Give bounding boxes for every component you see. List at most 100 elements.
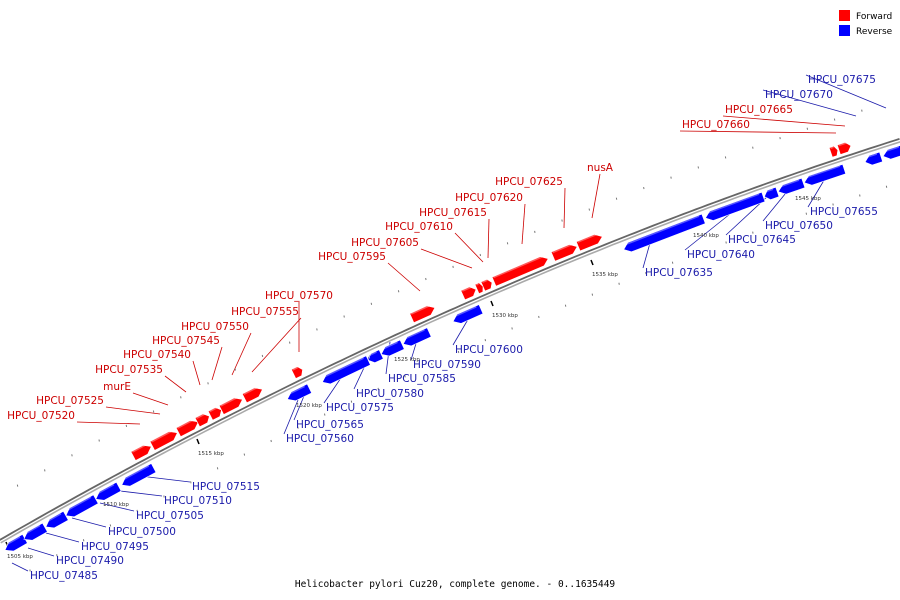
gene-label-hpcu_07660[interactable]: HPCU_07660 — [682, 119, 750, 131]
gene-hpcu_07655-arrow[interactable] — [803, 163, 847, 186]
gene-arrow-highlight — [763, 188, 774, 194]
gene-arrow-highlight — [120, 465, 150, 482]
legend-swatch-forward — [839, 10, 850, 21]
gene-hpcu_07605-arrow[interactable] — [460, 286, 477, 301]
gene-hpcu_07625-arrow[interactable] — [550, 244, 578, 262]
gene-arrow-highlight — [132, 443, 147, 453]
gene-arrow-highlight — [803, 165, 841, 180]
gene-label-hpcu_07655[interactable]: HPCU_07655 — [810, 206, 878, 218]
gene-label-mure[interactable]: murE — [103, 381, 131, 393]
gene-label-hpcu_07600[interactable]: HPCU_07600 — [455, 344, 523, 356]
gene-label-hpcu_07605[interactable]: HPCU_07605 — [351, 237, 419, 249]
gene-hpcu_07600-arrow[interactable] — [452, 304, 484, 324]
gene-arrow-highlight — [196, 413, 205, 419]
gene-label-hpcu_07575[interactable]: HPCU_07575 — [326, 402, 394, 414]
gene-arrow-highlight — [777, 179, 800, 189]
gene-label-hpcu_07535[interactable]: HPCU_07535 — [95, 364, 163, 376]
gene-label-hpcu_07520[interactable]: HPCU_07520 — [7, 410, 75, 422]
gene-label-hpcu_07500[interactable]: HPCU_07500 — [108, 526, 176, 538]
gene-hpcu_07575-arrow[interactable] — [321, 355, 371, 385]
gene-label-hpcu_07675[interactable]: HPCU_07675 — [808, 74, 876, 86]
gene-arrow-highlight — [864, 153, 878, 159]
gene-arrow-highlight — [622, 215, 700, 247]
gene-hpcu_07675-arrow[interactable] — [882, 145, 900, 160]
gene-hpcu_07670-arrow[interactable] — [864, 151, 883, 166]
gene-hpcu_07615-arrow[interactable] — [480, 278, 493, 292]
gene-label-hpcu_07615[interactable]: HPCU_07615 — [419, 207, 487, 219]
gene-label-hpcu_07525[interactable]: HPCU_07525 — [36, 395, 104, 407]
gene-hpcu_07665-arrow[interactable] — [836, 142, 852, 155]
gene-label-hpcu_07640[interactable]: HPCU_07640 — [687, 249, 755, 261]
gene-label-hpcu_07635[interactable]: HPCU_07635 — [645, 267, 713, 279]
gene-hpcu_07550-arrow[interactable] — [241, 387, 263, 404]
gene-hpcu_07545-arrow[interactable] — [218, 397, 243, 415]
gene-label-hpcu_07545[interactable]: HPCU_07545 — [152, 335, 220, 347]
leader-line — [642, 242, 651, 269]
leader-line — [105, 406, 161, 415]
gene-arrow-highlight — [704, 193, 760, 215]
gene-label-hpcu_07595[interactable]: HPCU_07595 — [318, 251, 386, 263]
gene-label-hpcu_07580[interactable]: HPCU_07580 — [356, 388, 424, 400]
gene-hpcu_07660-arrow[interactable] — [828, 145, 839, 158]
gene-label-hpcu_07505[interactable]: HPCU_07505 — [136, 510, 204, 522]
gene-label-hpcu_07490[interactable]: HPCU_07490 — [56, 555, 124, 567]
leader-line — [164, 375, 187, 393]
gene-label-hpcu_07515[interactable]: HPCU_07515 — [192, 481, 260, 493]
gene-label-hpcu_07550[interactable]: HPCU_07550 — [181, 321, 249, 333]
gene-label-nusa[interactable]: nusA — [587, 162, 614, 174]
leader-line — [563, 187, 566, 229]
gene-hpcu_07645-arrow[interactable] — [764, 186, 780, 201]
gene-label-hpcu_07570[interactable]: HPCU_07570 — [265, 290, 333, 302]
gene-hpcu_07500-arrow[interactable] — [65, 494, 99, 518]
scale-tick-mark — [490, 300, 494, 307]
gene-label-hpcu_07670[interactable]: HPCU_07670 — [765, 89, 833, 101]
leader-line — [521, 203, 526, 245]
gene-hpcu_07580-arrow[interactable] — [367, 349, 384, 364]
gene-hpcu_07590-arrow[interactable] — [402, 327, 432, 347]
gene-hpcu_07585-arrow[interactable] — [380, 339, 405, 357]
gene-arrow-highlight — [402, 329, 425, 341]
gene-label-hpcu_07495[interactable]: HPCU_07495 — [81, 541, 149, 553]
gene-hpcu_07525-arrow[interactable] — [149, 431, 178, 451]
gene-hpcu_07490-arrow[interactable] — [23, 522, 48, 541]
gene-label-hpcu_07590[interactable]: HPCU_07590 — [413, 359, 481, 371]
gene-label-hpcu_07510[interactable]: HPCU_07510 — [164, 495, 232, 507]
gene-hpcu_07640-arrow[interactable] — [705, 191, 766, 221]
scale-tick-label: 1540 kbp — [693, 233, 719, 239]
gene-label-hpcu_07565[interactable]: HPCU_07565 — [296, 419, 364, 431]
gene-hpcu_07610-arrow[interactable] — [474, 282, 484, 294]
gene-mure-arrow[interactable] — [175, 420, 199, 438]
gene-hpcu_07535-arrow[interactable] — [194, 413, 210, 428]
gene-label-hpcu_07560[interactable]: HPCU_07560 — [286, 433, 354, 445]
gene-hpcu_07485-arrow[interactable] — [4, 533, 28, 552]
gene-label-hpcu_07540[interactable]: HPCU_07540 — [123, 349, 191, 361]
gene-arrows — [3, 142, 900, 552]
gene-label-hpcu_07650[interactable]: HPCU_07650 — [765, 220, 833, 232]
gene-hpcu_07635-arrow[interactable] — [623, 213, 706, 253]
legend-label-reverse: Reverse — [856, 27, 893, 37]
gene-hpcu_07540-arrow[interactable] — [207, 407, 222, 421]
backbone-strand-forward — [0, 138, 900, 541]
gene-hpcu_07495-arrow[interactable] — [45, 510, 69, 529]
gene-nusa-arrow[interactable] — [575, 234, 603, 252]
gene-hpcu_07505-arrow[interactable] — [95, 481, 122, 501]
gene-label-hpcu_07665[interactable]: HPCU_07665 — [725, 104, 793, 116]
gene-hpcu_07650-arrow[interactable] — [777, 177, 806, 195]
gene-hpcu_07520-arrow[interactable] — [130, 444, 152, 461]
gene-label-hpcu_07610[interactable]: HPCU_07610 — [385, 221, 453, 233]
gene-hpcu_07620-arrow[interactable] — [491, 256, 549, 287]
gene-hpcu_07570-arrow[interactable] — [290, 366, 303, 379]
gene-hpcu_07560-arrow[interactable] — [286, 383, 313, 402]
leader-line — [251, 317, 302, 373]
gene-arrow-highlight — [209, 407, 217, 413]
gene-label-hpcu_07625[interactable]: HPCU_07625 — [495, 176, 563, 188]
gene-arrow-highlight — [838, 142, 847, 147]
gene-label-hpcu_07585[interactable]: HPCU_07585 — [388, 373, 456, 385]
gene-label-hpcu_07555[interactable]: HPCU_07555 — [231, 306, 299, 318]
gene-label-hpcu_07485[interactable]: HPCU_07485 — [30, 570, 98, 582]
leader-line — [454, 232, 484, 263]
gene-label-hpcu_07645[interactable]: HPCU_07645 — [728, 234, 796, 246]
gene-label-hpcu_07620[interactable]: HPCU_07620 — [455, 192, 523, 204]
gene-hpcu_07510-arrow[interactable] — [121, 463, 157, 487]
gene-hpcu_07595-arrow[interactable] — [409, 305, 436, 324]
